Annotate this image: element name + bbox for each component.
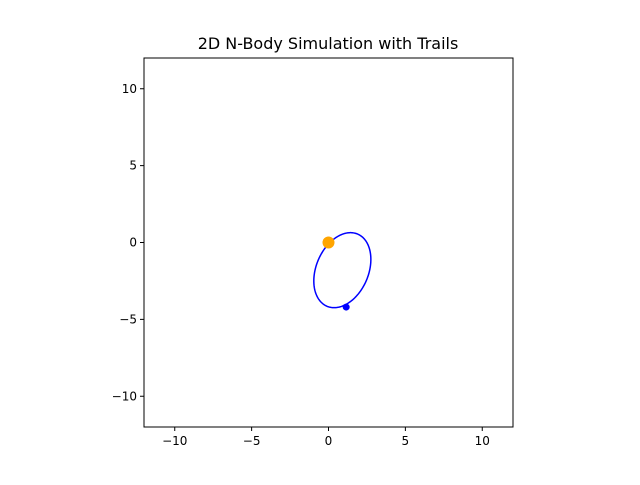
y-tick-label: 0 bbox=[129, 236, 137, 250]
y-tick-label: 10 bbox=[122, 82, 137, 96]
plot-area: −10 −5 0 5 10 −10 −5 0 5 10 bbox=[112, 57, 514, 448]
planet-body bbox=[342, 303, 350, 311]
x-tick-label: 0 bbox=[325, 434, 333, 448]
chart-title: 2D N-Body Simulation with Trails bbox=[198, 34, 459, 53]
orbit-trail bbox=[313, 231, 372, 309]
x-tick-label: 10 bbox=[475, 434, 490, 448]
star-body bbox=[322, 236, 335, 249]
x-tick-label: 5 bbox=[402, 434, 410, 448]
x-tick-label: −5 bbox=[243, 434, 261, 448]
y-tick-label: −10 bbox=[112, 389, 137, 403]
y-tick-label: −5 bbox=[119, 312, 137, 326]
x-tick-label: −10 bbox=[162, 434, 187, 448]
y-tick-label: 5 bbox=[129, 159, 137, 173]
